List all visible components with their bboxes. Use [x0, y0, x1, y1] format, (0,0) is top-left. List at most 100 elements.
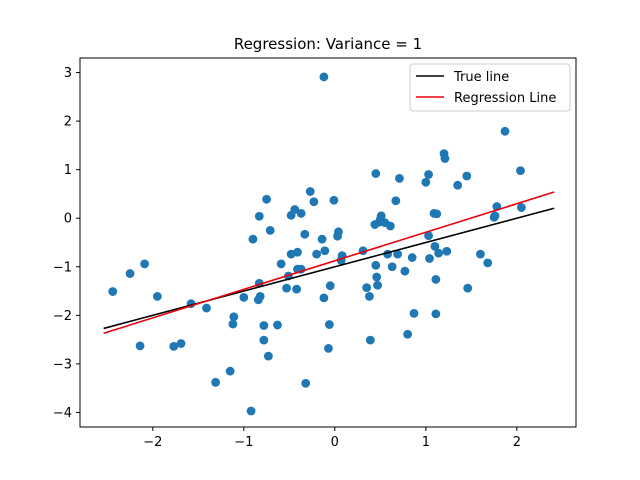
data-point — [391, 196, 401, 206]
data-point — [395, 174, 404, 183]
data-point — [483, 258, 493, 268]
scatter-points — [108, 72, 526, 416]
y-tick-label: −2 — [53, 309, 72, 324]
data-point — [385, 221, 395, 231]
data-point — [246, 406, 256, 416]
data-point — [135, 341, 145, 351]
data-point — [290, 205, 300, 214]
data-point — [463, 283, 473, 293]
data-point — [334, 227, 343, 237]
regression-line-series — [103, 191, 555, 335]
plot-area: −2 −1 0 1 2 −4 −3 −2 −1 0 1 2 3 — [53, 57, 577, 450]
x-axis-ticks: −2 −1 0 1 2 — [143, 427, 521, 450]
data-point — [296, 208, 306, 218]
data-point — [500, 126, 510, 136]
x-tick-label: 2 — [513, 435, 521, 450]
data-point — [393, 249, 403, 259]
data-point — [453, 180, 463, 190]
data-point — [225, 366, 235, 376]
data-point — [282, 283, 291, 293]
data-point — [421, 177, 431, 187]
data-point — [320, 246, 330, 256]
data-point — [424, 170, 433, 179]
data-point — [365, 335, 375, 345]
data-point — [262, 194, 271, 204]
true-line-series — [103, 207, 555, 330]
y-tick-label: 1 — [64, 163, 72, 178]
data-point — [371, 260, 381, 270]
data-point — [255, 291, 265, 301]
data-point — [300, 229, 310, 239]
y-tick-label: 0 — [64, 212, 72, 227]
data-point — [329, 195, 339, 205]
data-point — [265, 225, 275, 235]
data-point — [371, 169, 381, 178]
legend-label-regression-line: Regression Line — [454, 91, 556, 106]
data-point — [319, 293, 329, 303]
data-point — [239, 292, 249, 302]
data-point — [263, 351, 273, 361]
data-point — [431, 309, 441, 319]
data-point — [176, 339, 186, 348]
data-point — [325, 281, 335, 291]
data-point — [407, 253, 417, 262]
data-point — [373, 280, 382, 290]
data-point — [248, 234, 258, 244]
data-point — [292, 284, 301, 294]
data-point — [254, 211, 264, 221]
data-point — [324, 320, 334, 329]
data-point — [362, 283, 372, 293]
data-point — [372, 272, 382, 282]
y-tick-label: 3 — [64, 66, 72, 81]
data-point — [108, 287, 118, 296]
x-tick-label: 0 — [331, 435, 339, 450]
legend: True line Regression Line — [409, 63, 571, 112]
data-point — [440, 154, 450, 163]
chart-title: Regression: Variance = 1 — [234, 35, 422, 53]
data-point — [431, 275, 441, 284]
data-point — [301, 378, 311, 388]
data-point — [424, 231, 433, 241]
data-point — [430, 241, 440, 251]
data-point — [152, 291, 162, 301]
data-point — [516, 166, 525, 176]
data-point — [293, 247, 302, 257]
data-point — [317, 234, 327, 244]
data-point — [309, 197, 319, 207]
data-point — [490, 211, 500, 221]
x-tick-label: −1 — [234, 435, 253, 450]
fit-lines — [103, 191, 555, 335]
y-tick-label: −3 — [53, 357, 72, 372]
axes-frame — [79, 57, 577, 428]
data-point — [425, 254, 434, 263]
data-point — [229, 312, 239, 322]
data-point — [169, 342, 179, 351]
y-tick-label: 2 — [64, 115, 72, 130]
data-point — [211, 377, 221, 387]
legend-label-true-line: True line — [453, 70, 509, 85]
data-point — [273, 320, 282, 330]
data-point — [324, 343, 333, 353]
data-point — [403, 329, 413, 339]
data-point — [516, 203, 526, 212]
data-point — [476, 249, 485, 259]
data-point — [434, 248, 443, 258]
data-point — [400, 266, 410, 276]
data-point — [409, 308, 419, 318]
data-point — [312, 249, 322, 259]
data-point — [259, 321, 269, 330]
data-point — [140, 259, 150, 269]
data-point — [202, 303, 211, 313]
data-point — [259, 335, 269, 345]
data-point — [376, 211, 386, 221]
data-point — [432, 209, 442, 219]
y-axis-ticks: −4 −3 −2 −1 0 1 2 3 — [53, 66, 80, 421]
data-point — [462, 171, 472, 181]
data-point — [305, 187, 315, 196]
data-point — [125, 269, 135, 278]
data-point — [276, 259, 286, 269]
data-point — [442, 246, 452, 256]
data-point — [319, 72, 329, 82]
data-point — [228, 319, 238, 329]
